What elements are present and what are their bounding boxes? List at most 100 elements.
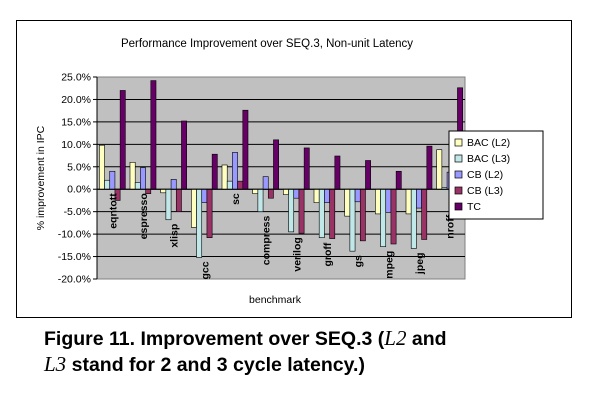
bar — [99, 144, 105, 190]
bar — [175, 188, 182, 212]
y-tick-label: -5.0% — [64, 206, 91, 218]
bar — [324, 188, 330, 203]
category-labels: eqntott espresso xlisp gcc sc compress verilog… — [107, 193, 456, 280]
bar — [421, 188, 428, 240]
bar — [354, 188, 361, 203]
legend-swatch — [454, 186, 463, 195]
bar — [298, 188, 305, 234]
category-label: verilog — [291, 237, 303, 271]
y-tick-label: 5.0% — [67, 161, 91, 173]
legend-swatch — [454, 170, 463, 179]
category-label: nroff — [445, 214, 457, 238]
bar — [129, 161, 136, 190]
bar — [349, 188, 356, 252]
bar — [385, 188, 392, 213]
bar — [165, 188, 172, 221]
bar — [262, 176, 269, 190]
category-label: jpeg — [414, 252, 426, 275]
y-axis-label: % improvement in IPC — [35, 125, 47, 230]
legend-swatch — [454, 154, 463, 163]
figure-caption: Figure 11. Improvement over SEQ.3 (L2 an… — [44, 326, 574, 378]
category-label: mpeg — [383, 251, 395, 279]
y-tick-label: -15.0% — [58, 251, 91, 263]
bar — [201, 188, 208, 203]
legend-label: CB (L3) — [467, 185, 503, 197]
category-label: gcc — [199, 261, 211, 279]
bar — [160, 188, 167, 194]
bar — [257, 188, 264, 212]
caption-and: and — [406, 328, 447, 350]
bar — [390, 188, 397, 245]
category-label: espresso — [138, 193, 150, 239]
chart-frame: Performance Improvement over SEQ.3, Non-… — [16, 20, 572, 318]
category-label: eqntott — [107, 193, 119, 229]
legend: BAC (L2) BAC (L3) CB (L2) CB (L3) TC — [448, 130, 544, 220]
bar — [359, 188, 366, 242]
bar — [318, 188, 325, 239]
bar — [134, 182, 141, 190]
bar — [170, 179, 177, 190]
bar — [410, 188, 417, 249]
plot-area — [96, 76, 466, 280]
bar — [375, 188, 381, 215]
bar — [365, 160, 371, 190]
caption-prefix: Figure 11. Improvement over SEQ.3 ( — [44, 328, 385, 350]
bar — [191, 188, 197, 228]
bar — [405, 188, 412, 215]
y-tick-label: 0.0% — [67, 184, 91, 196]
bar — [211, 153, 218, 190]
y-tick-label: -10.0% — [58, 229, 91, 241]
caption-suffix: stand for 2 and 3 cycle latency.) — [66, 354, 365, 376]
bar — [252, 188, 259, 195]
bar — [436, 149, 443, 190]
bar — [303, 147, 310, 190]
bar — [237, 180, 244, 190]
x-axis-label: benchmark — [249, 294, 302, 306]
bar — [329, 188, 336, 239]
bar — [140, 167, 146, 190]
y-tick-label: 15.0% — [61, 116, 91, 128]
bar — [226, 180, 233, 190]
bar — [273, 139, 279, 190]
category-label: gs — [353, 255, 365, 267]
bar — [232, 152, 238, 190]
bar — [104, 179, 111, 190]
legend-box — [448, 130, 544, 220]
legend-label: BAC (L2) — [467, 137, 510, 149]
legend-label: TC — [467, 201, 481, 213]
category-label: groff — [322, 242, 334, 266]
bar — [150, 80, 157, 190]
bar — [380, 188, 387, 247]
caption-l2: L2 — [384, 326, 407, 350]
bar — [426, 145, 433, 190]
bar — [242, 109, 249, 190]
legend-swatch — [454, 138, 463, 147]
bar — [283, 188, 289, 195]
legend-label: BAC (L3) — [467, 153, 510, 165]
bar — [145, 188, 152, 195]
bar — [334, 155, 341, 190]
y-tick-label: -20.0% — [58, 274, 91, 286]
bar — [181, 120, 187, 190]
bar — [221, 164, 228, 190]
y-axis-ticks: 25.0% 20.0% 15.0% 10.0% 5.0% 0.0% -5.0% -10.0% -… — [58, 72, 98, 286]
bar — [196, 188, 203, 258]
bar — [293, 188, 300, 199]
bar — [313, 188, 320, 203]
bar — [416, 188, 422, 209]
y-tick-label: 20.0% — [61, 94, 91, 106]
legend-label: CB (L2) — [467, 169, 503, 181]
chart-title: Performance Improvement over SEQ.3, Non-… — [121, 38, 413, 50]
caption-l3: L3 — [44, 352, 67, 376]
category-label: sc — [230, 193, 242, 205]
bar — [344, 188, 351, 217]
y-tick-label: 25.0% — [61, 72, 91, 84]
bar — [395, 170, 402, 190]
y-tick-label: 10.0% — [61, 139, 91, 151]
bar — [119, 90, 126, 190]
bar-chart: Performance Improvement over SEQ.3, Non-… — [35, 38, 544, 306]
category-label: xlisp — [169, 224, 181, 248]
bar — [267, 188, 274, 199]
category-label: compress — [261, 216, 273, 266]
bar — [288, 188, 295, 233]
